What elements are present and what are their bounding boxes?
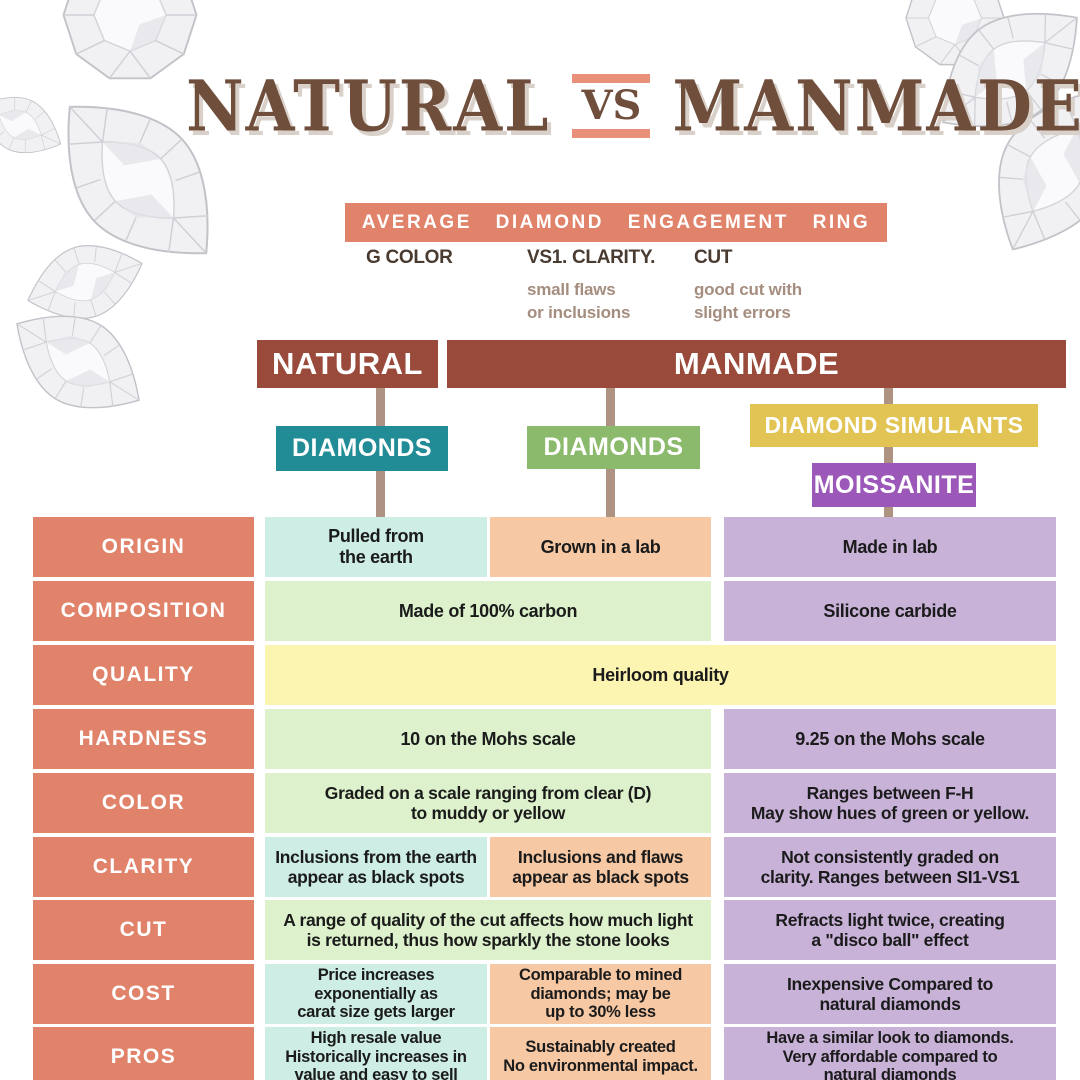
title-manmade: MANMADE [672, 64, 1080, 147]
header-natural-diamonds: DIAMONDS [276, 426, 448, 471]
row-label-color: COLOR [33, 773, 254, 833]
title-natural: NATURAL [186, 64, 551, 147]
spec-cut-note: good cut with slight errors [694, 280, 802, 322]
cell-composition-diamonds: Made of 100% carbon [265, 581, 711, 641]
cell-cost-labgrown: Comparable to mined diamonds; may be up … [490, 964, 711, 1024]
row-label-cost: COST [33, 964, 254, 1024]
page-title: NATURAL VS MANMADE [186, 70, 1080, 141]
cell-pros-natural: High resale value Historically increases… [265, 1027, 487, 1080]
cell-cost-moissanite: Inexpensive Compared to natural diamonds [724, 964, 1056, 1024]
cell-composition-moissanite: Silicone carbide [724, 581, 1056, 641]
row-label-hardness: HARDNESS [33, 709, 254, 769]
spec-color-label: G COLOR [366, 247, 453, 268]
cell-cut-moissanite: Refracts light twice, creating a "disco … [724, 900, 1056, 960]
cell-hardness-moissanite: 9.25 on the Mohs scale [724, 709, 1056, 769]
cell-clarity-natural: Inclusions from the earth appear as blac… [265, 837, 487, 897]
title-vs-block: VS [572, 74, 651, 138]
header-manmade: MANMADE [447, 340, 1066, 388]
spec-cut-label: CUT [694, 247, 733, 268]
spec-clarity-note: small flaws or inclusions [527, 280, 631, 322]
cell-color-diamonds: Graded on a scale ranging from clear (D)… [265, 773, 711, 833]
cell-clarity-labgrown: Inclusions and flaws appear as black spo… [490, 837, 711, 897]
row-label-clarity: CLARITY [33, 837, 254, 897]
cell-pros-moissanite: Have a similar look to diamonds. Very af… [724, 1027, 1056, 1080]
vs-bottom-bar [572, 129, 651, 138]
header-diamond-simulants: DIAMOND SIMULANTS [750, 404, 1038, 447]
spec-clarity-label: VS1. CLARITY. [527, 247, 656, 268]
cell-origin-labgrown: Grown in a lab [490, 517, 711, 577]
header-natural: NATURAL [257, 340, 438, 388]
cell-cut-diamonds: A range of quality of the cut affects ho… [265, 900, 711, 960]
header-moissanite: MOISSANITE [812, 463, 976, 507]
cell-color-moissanite: Ranges between F-H May show hues of gree… [724, 773, 1056, 833]
title-vs: VS [581, 82, 642, 129]
row-label-pros: PROS [33, 1027, 254, 1080]
row-label-cut: CUT [33, 900, 254, 960]
connector-simulants [884, 386, 893, 517]
cell-cost-natural: Price increases exponentially as carat s… [265, 964, 487, 1024]
cell-quality-all: Heirloom quality [265, 645, 1056, 705]
average-ring-banner: AVERAGE DIAMOND ENGAGEMENT RING [345, 203, 887, 242]
cell-origin-moissanite: Made in lab [724, 517, 1056, 577]
row-label-origin: ORIGIN [33, 517, 254, 577]
header-manmade-diamonds: DIAMONDS [527, 426, 700, 469]
cell-origin-natural: Pulled from the earth [265, 517, 487, 577]
row-label-quality: QUALITY [33, 645, 254, 705]
cell-clarity-moissanite: Not consistently graded on clarity. Rang… [724, 837, 1056, 897]
vs-top-bar [572, 74, 651, 83]
cell-pros-labgrown: Sustainably created No environmental imp… [490, 1027, 711, 1080]
cell-hardness-diamonds: 10 on the Mohs scale [265, 709, 711, 769]
row-label-composition: COMPOSITION [33, 581, 254, 641]
